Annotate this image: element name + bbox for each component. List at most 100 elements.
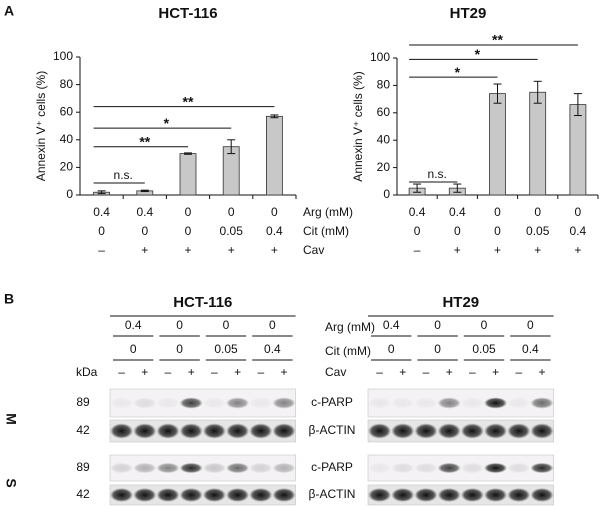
condition-value: 0 bbox=[185, 205, 192, 219]
significance-label: ** bbox=[139, 133, 150, 149]
blot-band bbox=[391, 397, 415, 409]
condition-value: 0.05 bbox=[220, 224, 244, 238]
blot-band bbox=[226, 397, 250, 409]
blot-band bbox=[484, 397, 508, 409]
condition-value: + bbox=[141, 243, 148, 257]
significance-label: n.s. bbox=[114, 168, 133, 182]
significance-label: * bbox=[455, 64, 461, 80]
cav-sign: + bbox=[399, 365, 406, 379]
blot-band bbox=[507, 423, 531, 439]
y-tick-label: 100 bbox=[53, 49, 73, 63]
blot-band bbox=[110, 488, 134, 502]
blot-band bbox=[272, 462, 296, 474]
blot-band bbox=[368, 397, 392, 409]
condition-value: + bbox=[454, 243, 461, 257]
fraction-label: S bbox=[3, 478, 19, 487]
y-tick-label: 80 bbox=[377, 78, 391, 92]
blot-band bbox=[226, 488, 250, 502]
condition-value: 0 bbox=[414, 224, 421, 238]
blot-band bbox=[156, 462, 180, 474]
panel-label: B bbox=[4, 291, 14, 307]
blot-band bbox=[484, 488, 508, 502]
blot-band bbox=[507, 488, 531, 502]
blot-band bbox=[249, 488, 273, 502]
blot-band bbox=[530, 423, 554, 439]
condition-label: Cav bbox=[303, 243, 324, 257]
blot-band bbox=[249, 423, 273, 439]
condition-value: 0 bbox=[141, 224, 148, 238]
condition-value: 0.4 bbox=[93, 205, 110, 219]
cav-sign: + bbox=[492, 365, 499, 379]
cav-sign: – bbox=[257, 365, 264, 379]
condition-value: 0 bbox=[575, 205, 582, 219]
condition-value: + bbox=[574, 243, 581, 257]
blot-condition-value: 0.4 bbox=[125, 318, 142, 332]
blot-band bbox=[368, 423, 392, 439]
y-tick-label: 60 bbox=[377, 105, 391, 119]
fraction-label: M bbox=[3, 413, 19, 425]
blot-band bbox=[249, 462, 273, 474]
kda-value: 42 bbox=[76, 487, 90, 501]
cav-sign: + bbox=[446, 365, 453, 379]
condition-value: 0.4 bbox=[136, 205, 153, 219]
blot-band bbox=[202, 462, 226, 474]
blot-band bbox=[507, 462, 531, 474]
blot-band bbox=[179, 462, 203, 474]
panel-label: A bbox=[4, 3, 14, 19]
condition-value: 0.05 bbox=[526, 224, 550, 238]
condition-value: 0.4 bbox=[449, 205, 466, 219]
y-tick-label: 0 bbox=[66, 187, 73, 201]
cav-sign: + bbox=[234, 365, 241, 379]
blot-band bbox=[226, 462, 250, 474]
blot-condition-value: 0 bbox=[388, 342, 395, 356]
blot-band bbox=[272, 423, 296, 439]
blot-band bbox=[437, 423, 461, 439]
blot-condition-value: 0.4 bbox=[383, 318, 400, 332]
blot-band bbox=[156, 488, 180, 502]
blot-condition-value: 0 bbox=[176, 342, 183, 356]
condition-value: + bbox=[494, 243, 501, 257]
blot-condition-label: Cit (mM) bbox=[325, 344, 371, 358]
blot-band bbox=[460, 488, 484, 502]
condition-value: 0 bbox=[98, 224, 105, 238]
y-tick-label: 100 bbox=[370, 50, 390, 64]
y-axis-label: Annexin V⁺ cells (%) bbox=[351, 71, 365, 181]
blot-band bbox=[414, 423, 438, 439]
band-name: c-PARP bbox=[311, 395, 353, 409]
blot-condition-label: Arg (mM) bbox=[325, 320, 375, 334]
blot-band bbox=[484, 462, 508, 474]
chart-title: HCT-116 bbox=[158, 5, 217, 22]
significance-label: n.s. bbox=[428, 167, 447, 181]
bar bbox=[179, 153, 197, 196]
blot-condition-label: Cav bbox=[325, 365, 346, 379]
condition-value: 0 bbox=[454, 224, 461, 238]
blot-band bbox=[272, 488, 296, 502]
blot-condition-value: 0 bbox=[481, 318, 488, 332]
cav-sign: + bbox=[280, 365, 287, 379]
condition-value: 0 bbox=[534, 205, 541, 219]
condition-value: – bbox=[414, 243, 421, 257]
blot-band bbox=[133, 397, 157, 409]
blot-band bbox=[530, 397, 554, 409]
blot-band bbox=[368, 488, 392, 502]
blot-band bbox=[179, 423, 203, 439]
blot-band bbox=[460, 397, 484, 409]
cav-sign: + bbox=[188, 365, 195, 379]
condition-value: + bbox=[534, 243, 541, 257]
blot-condition-value: 0.4 bbox=[522, 342, 539, 356]
condition-value: 0 bbox=[185, 224, 192, 238]
cav-sign: + bbox=[538, 365, 545, 379]
cav-sign: – bbox=[469, 365, 476, 379]
condition-value: 0.4 bbox=[266, 224, 283, 238]
blot-condition-value: 0 bbox=[434, 342, 441, 356]
blot-band bbox=[133, 423, 157, 439]
y-tick-label: 40 bbox=[377, 132, 391, 146]
blot-band bbox=[156, 423, 180, 439]
blot-band bbox=[179, 397, 203, 409]
blot-band bbox=[484, 423, 508, 439]
bar bbox=[529, 91, 547, 196]
condition-label: Cit (mM) bbox=[303, 224, 349, 238]
blot-condition-value: 0 bbox=[269, 318, 276, 332]
bar bbox=[489, 93, 506, 196]
condition-value: – bbox=[98, 243, 105, 257]
